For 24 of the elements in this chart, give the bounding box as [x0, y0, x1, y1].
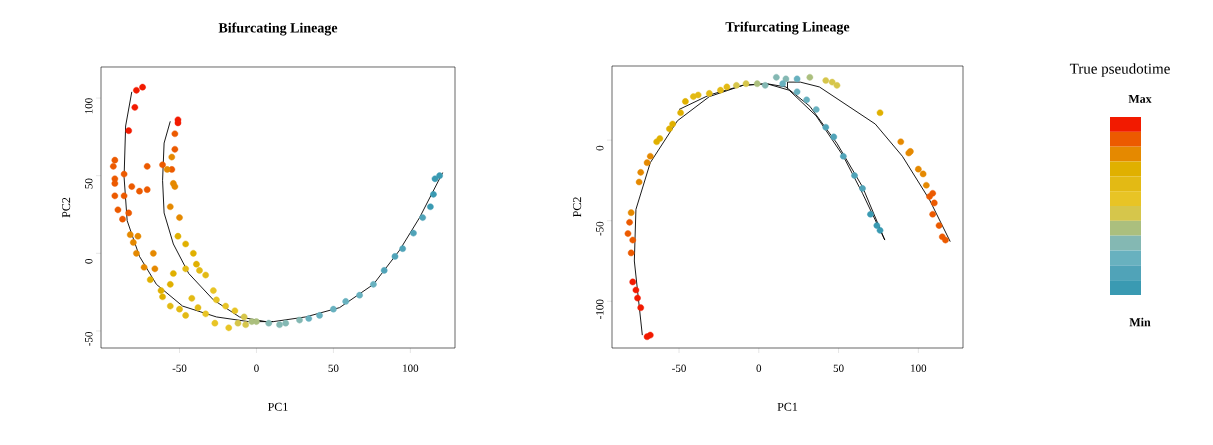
x-axis-title: PC1: [268, 402, 288, 411]
x-tick-label: 0: [756, 364, 762, 372]
chart-title: Bifurcating Lineage: [218, 22, 338, 36]
y-tick-label: 0: [85, 258, 93, 264]
text: True pseudotime: [1069, 63, 1170, 77]
y-tick-label: -50: [85, 332, 93, 346]
text: Min: [1129, 317, 1151, 327]
x-tick-label: 50: [328, 364, 339, 372]
y-tick-label: 100: [85, 98, 93, 114]
x-tick-label: 100: [403, 364, 419, 372]
y-tick-label: -100: [596, 299, 604, 319]
x-tick-label: -50: [672, 364, 686, 372]
y-tick-label: -50: [596, 221, 604, 236]
y-tick-label: 50: [85, 178, 93, 189]
text: Max: [1128, 95, 1152, 103]
y-axis-title: PC2: [573, 197, 582, 217]
x-tick-label: -50: [172, 364, 187, 372]
x-axis-title: PC1: [777, 402, 798, 411]
x-tick-label: 50: [833, 364, 844, 372]
x-tick-label: 0: [254, 364, 259, 372]
chart-title: Trifurcating Lineage: [725, 21, 850, 35]
y-tick-label: 0: [596, 145, 604, 151]
x-tick-label: 100: [911, 364, 927, 372]
y-axis-title: PC2: [62, 197, 71, 218]
